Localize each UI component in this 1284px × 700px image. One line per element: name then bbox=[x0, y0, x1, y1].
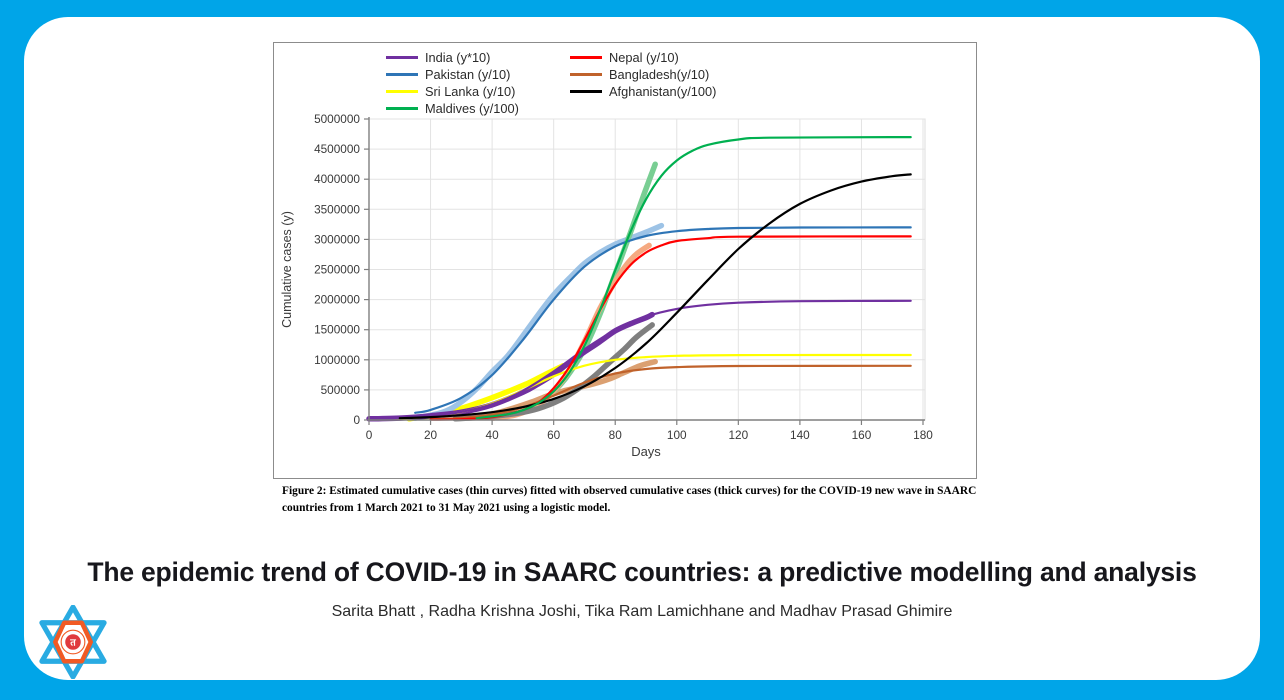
legend-item: Nepal (y/10) bbox=[570, 49, 716, 66]
logo-red-disc bbox=[65, 634, 81, 650]
legend-label: Nepal (y/10) bbox=[609, 50, 679, 65]
series-observed bbox=[412, 222, 665, 421]
legend-swatch bbox=[570, 89, 602, 94]
series-fitted bbox=[398, 173, 912, 420]
figure-2-panel: 0 500000 1000000 1500000 2000000 2500000 30000… bbox=[273, 42, 977, 479]
y-tick-label: 5000000 bbox=[314, 112, 360, 126]
legend-item: India (y*10) bbox=[386, 49, 564, 66]
series-fitted bbox=[367, 299, 912, 421]
legend-swatch bbox=[570, 55, 602, 60]
x-axis-title: Days bbox=[631, 444, 661, 459]
legend-item: Bangladesh(y/10) bbox=[570, 66, 716, 83]
legend-item: Pakistan (y/10) bbox=[386, 66, 564, 83]
legend-swatch bbox=[386, 106, 418, 111]
logo-glyph: त bbox=[69, 638, 76, 649]
legend-item: Maldives (y/100) bbox=[386, 100, 564, 117]
y-tick-label: 2000000 bbox=[314, 293, 360, 307]
series-fitted bbox=[429, 364, 912, 421]
legend-label: Sri Lanka (y/10) bbox=[425, 84, 516, 99]
chart-legend: India (y*10) Nepal (y/10) Pakistan (y/10) B… bbox=[386, 49, 716, 117]
legend-swatch bbox=[386, 89, 418, 94]
y-tick-label: 1500000 bbox=[314, 323, 360, 337]
paper-title: The epidemic trend of COVID-19 in SAARC … bbox=[87, 557, 1197, 587]
x-tick-label: 120 bbox=[728, 428, 748, 442]
legend-item: Sri Lanka (y/10) bbox=[386, 83, 564, 100]
series-fitted bbox=[475, 136, 912, 420]
x-tick-label: 100 bbox=[667, 428, 687, 442]
legend-label: Afghanistan(y/100) bbox=[609, 84, 717, 99]
legend-label: Bangladesh(y/10) bbox=[609, 67, 710, 82]
university-logo: त bbox=[36, 605, 110, 679]
y-tick-label: 0 bbox=[353, 413, 360, 427]
y-tick-label: 1000000 bbox=[314, 353, 360, 367]
y-tick-label: 2500000 bbox=[314, 263, 360, 277]
series-fitted bbox=[414, 226, 912, 414]
legend-label: Pakistan (y/10) bbox=[425, 67, 511, 82]
y-tick-label: 3000000 bbox=[314, 232, 360, 246]
chart-canvas: 0 500000 1000000 1500000 2000000 2500000 30000… bbox=[280, 112, 933, 459]
content-card: 0 500000 1000000 1500000 2000000 2500000 30000… bbox=[24, 17, 1260, 680]
y-tick-label: 4000000 bbox=[314, 172, 360, 186]
legend-item: Afghanistan(y/100) bbox=[570, 83, 716, 100]
x-tick-label: 20 bbox=[424, 428, 438, 442]
y-tick-label: 4500000 bbox=[314, 142, 360, 156]
x-tick-label: 160 bbox=[852, 428, 872, 442]
legend-label: Maldives (y/100) bbox=[425, 101, 519, 116]
university-logo-emblem: त bbox=[39, 605, 107, 679]
x-tick-label: 0 bbox=[366, 428, 373, 442]
x-tick-label: 40 bbox=[486, 428, 500, 442]
figure-caption: Figure 2: Estimated cumulative cases (th… bbox=[282, 485, 977, 515]
legend-swatch bbox=[386, 55, 418, 60]
legend-swatch bbox=[386, 72, 418, 77]
x-tick-label: 60 bbox=[547, 428, 561, 442]
y-tick-label: 500000 bbox=[321, 383, 361, 397]
legend-swatch bbox=[570, 72, 602, 77]
y-axis-title: Cumulative cases (y) bbox=[280, 211, 294, 328]
legend-label: India (y*10) bbox=[425, 50, 491, 65]
x-tick-label: 80 bbox=[609, 428, 623, 442]
x-tick-label: 180 bbox=[913, 428, 933, 442]
y-tick-label: 3500000 bbox=[314, 202, 360, 216]
x-tick-label: 140 bbox=[790, 428, 810, 442]
paper-authors: Sarita Bhatt , Radha Krishna Joshi, Tika… bbox=[331, 603, 953, 620]
